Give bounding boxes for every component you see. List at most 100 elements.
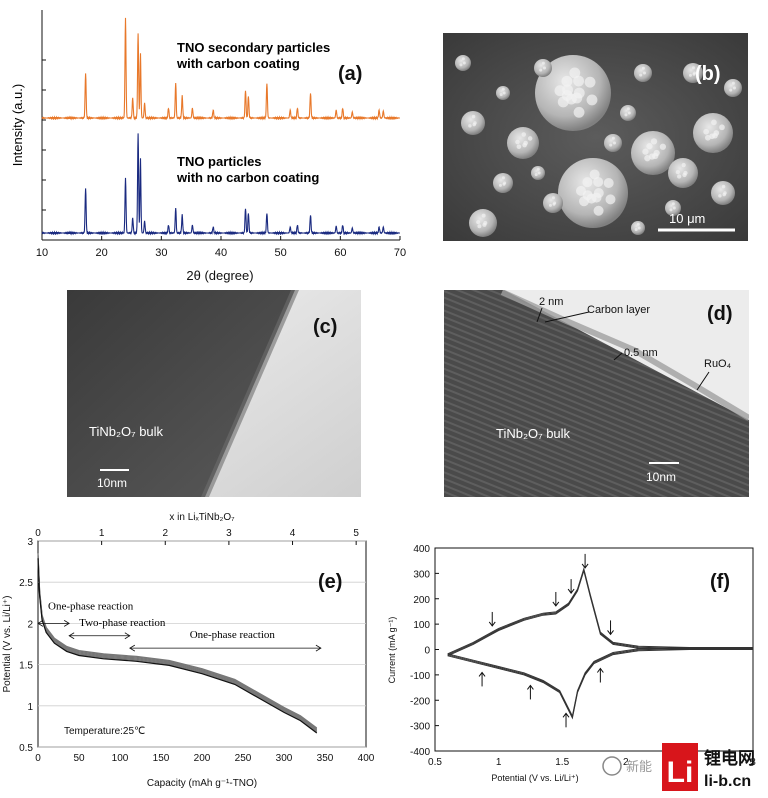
sem-grain <box>719 124 725 131</box>
tem-image-c: TiNb₂O₇ bulk 10nm (c) <box>67 290 361 497</box>
watermark-text-1: 新能 <box>626 759 652 774</box>
y-tick-label: 200 <box>413 595 430 606</box>
sem-grain <box>634 228 638 232</box>
y-tick-label: 1.5 <box>19 661 33 672</box>
y-tick-label: 0 <box>424 646 430 657</box>
sem-grain <box>611 136 615 140</box>
x-tick-label: 300 <box>276 753 293 764</box>
scale-bar-text-c: 10nm <box>97 476 127 490</box>
sem-particle <box>469 209 497 237</box>
y-axis-label: Potential (V vs. Li/Li⁺) <box>2 596 13 693</box>
sem-grain <box>548 203 552 207</box>
sem-grain <box>593 176 604 187</box>
series-label: with no carbon coating <box>176 170 319 185</box>
watermark-text-3: li-b.cn <box>704 773 751 790</box>
annotation-carbon-arrow <box>544 311 590 323</box>
y-tick-label: 2 <box>27 619 33 630</box>
x2-tick-label: 0 <box>35 528 41 539</box>
sem-grain <box>593 205 604 216</box>
sem-grain <box>459 63 463 67</box>
x-tick-label: 70 <box>394 247 406 259</box>
x-tick-label: 0.5 <box>428 757 442 768</box>
annotation-05nm: 0.5 nm <box>624 347 658 359</box>
x-tick-label: 0 <box>35 753 41 764</box>
sem-grain <box>692 72 696 76</box>
sem-grain <box>669 208 673 212</box>
sem-grain <box>677 174 682 179</box>
sem-grain <box>462 61 466 65</box>
sem-grain <box>732 86 736 90</box>
panel-e-label: (e) <box>318 571 342 593</box>
sem-grain <box>502 182 506 186</box>
sem-grain <box>636 222 640 226</box>
sem-particle <box>493 173 513 193</box>
sem-particle <box>558 158 628 228</box>
sem-grain <box>722 192 726 197</box>
discharge-curve <box>37 554 318 730</box>
sem-grain <box>709 133 715 140</box>
sem-grain <box>536 167 540 171</box>
arrowhead <box>315 644 322 652</box>
scale-bar-text-d: 10nm <box>646 470 676 484</box>
temperature-note: Temperature:25℃ <box>64 726 145 737</box>
sem-grain <box>582 177 593 188</box>
series-label: with carbon coating <box>176 56 300 71</box>
arrowhead <box>527 684 534 690</box>
sem-particle <box>711 181 735 205</box>
annotation-carbon-layer: Carbon layer <box>587 304 650 316</box>
panel-b-label: (b) <box>695 63 721 85</box>
sem-grain <box>642 148 649 155</box>
watermark-logo: Li <box>667 756 694 789</box>
reaction-annotation: Two-phase reaction <box>79 617 166 629</box>
sem-particle <box>507 127 539 159</box>
y-tick-label: 300 <box>413 569 430 580</box>
x2-tick-label: 4 <box>290 528 296 539</box>
sem-grain <box>639 73 643 77</box>
sem-grain <box>501 87 505 91</box>
xrd-series-line <box>41 17 400 121</box>
sem-grain <box>468 124 472 128</box>
panel-d-label: (d) <box>707 303 733 325</box>
x2-tick-label: 1 <box>99 528 105 539</box>
sem-grain <box>521 132 527 137</box>
sem-grain <box>688 73 692 77</box>
sem-grain <box>589 169 600 180</box>
x-tick-label: 20 <box>96 247 108 259</box>
panel-e-voltage: 0 50 100 150 200 250 300 350 400 0.5 1 1.5 2 2.5 3 0 1 2 3… <box>0 508 380 793</box>
sem-grain <box>522 142 527 148</box>
y-tick-label: 400 <box>413 544 430 555</box>
y-tick-label: 100 <box>413 620 430 631</box>
cv-curve <box>447 567 753 656</box>
arrowhead <box>478 671 486 677</box>
arrowhead <box>124 632 131 640</box>
panel-a-label: (a) <box>338 63 362 85</box>
sem-grain <box>482 222 487 227</box>
sem-grain <box>569 67 581 79</box>
x-tick-label: 1.5 <box>555 757 569 768</box>
sem-particle <box>543 193 563 213</box>
sem-grain <box>586 94 598 106</box>
x-tick-label: 1 <box>496 757 502 768</box>
x2-axis-label: x in LiₓTiNb₂O₇ <box>169 512 235 523</box>
sem-grain <box>573 106 585 118</box>
sem-grain <box>472 122 476 127</box>
sem-grain <box>626 107 630 111</box>
sem-grain <box>659 143 667 150</box>
y-axis-label: Intensity (a.u.) <box>10 84 25 166</box>
x-tick-label: 3 <box>750 757 756 768</box>
sem-grain <box>711 119 717 126</box>
panel-b-sem: 10 μm (b) <box>443 33 748 241</box>
cv-curve <box>447 566 753 655</box>
x-tick-label: 30 <box>155 247 167 259</box>
sem-grain <box>499 93 503 97</box>
scale-bar-text: 10 μm <box>669 211 705 226</box>
y-tick-label: 0.5 <box>19 743 33 754</box>
panel-c-tem: TiNb₂O₇ bulk 10nm (c) <box>67 290 361 497</box>
sem-grain <box>609 143 613 147</box>
y-tick-label: 3 <box>27 537 33 548</box>
sem-grain <box>582 190 593 201</box>
arrowhead <box>596 667 604 673</box>
sem-grain <box>498 183 502 187</box>
y-axis-label: Current (mA g⁻¹) <box>387 617 397 684</box>
sem-grain <box>671 202 675 206</box>
